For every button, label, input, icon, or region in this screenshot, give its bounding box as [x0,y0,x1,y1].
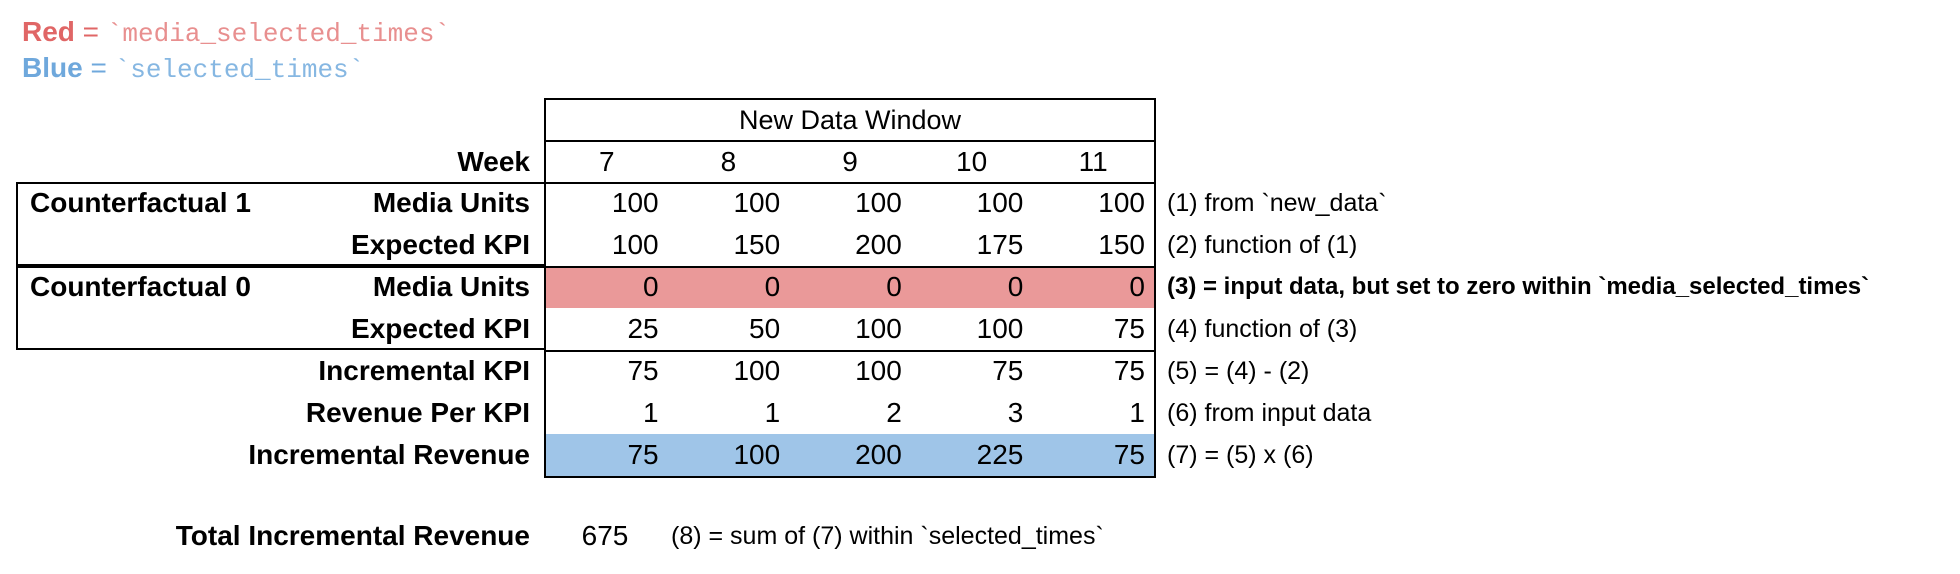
legend-red-code: `media_selected_times` [106,19,451,49]
week-number: 7 [599,146,615,177]
annotation-7: (7) = (5) x (6) [1167,441,1314,469]
table-header-new-data-window: New Data Window [544,98,1156,142]
counterfactual-1-label: Counterfactual 1 [30,187,251,218]
row-label-expected-kpi-cf0: Expected KPI [351,313,530,344]
annotation-6: (6) from input data [1167,399,1372,427]
week-row-right-border [1154,142,1156,182]
row-label-revenue-per-kpi: Revenue Per KPI [305,397,530,428]
table-cell: 75 [627,439,659,470]
table-row-incremental-kpi: 75 100 100 75 75 [546,350,1154,392]
week-number-row: 7 8 9 10 11 [546,142,1154,182]
table-row-expected-kpi-cf1: 100 150 200 175 150 [546,224,1154,266]
row-label-expected-kpi-cf1: Expected KPI [351,229,530,260]
annotation-4: (4) function of (3) [1167,315,1358,343]
table-cell: 150 [733,229,781,260]
table-cell: 200 [855,439,902,470]
selected-times-highlight [546,434,1154,476]
table-cell: 100 [855,355,902,386]
counterfactual-0-label: Counterfactual 0 [30,271,251,302]
annotation-5: (5) = (4) - (2) [1167,357,1310,385]
week-number: 8 [720,146,737,177]
table-cell: 1 [764,397,781,428]
week-number: 10 [956,146,988,177]
week-number: 11 [1078,146,1108,177]
table-cell: 0 [886,271,902,302]
row-label-media-units-cf1: Media Units [372,187,530,218]
table-cell: 100 [855,187,902,218]
table-row-incremental-revenue: 75 100 200 225 75 [546,434,1154,476]
table-cell: 2 [886,397,902,428]
legend-red-equals: = [74,16,107,47]
table-cell: 100 [733,439,781,470]
annotation-8: (8) = sum of (7) within `selected_times` [671,522,1104,550]
row-label-media-units-cf0: Media Units [372,271,530,302]
media-selected-times-highlight [546,268,1154,308]
table-cell: 200 [855,229,902,260]
table-cell: 1 [1129,397,1145,428]
annotation-3: (3) = input data, but set to zero within… [1167,273,1870,300]
total-incremental-revenue-value: 675 [581,520,629,551]
table-cell: 100 [733,187,781,218]
total-incremental-revenue-label: Total Incremental Revenue [175,520,530,551]
table-cell: 0 [1007,271,1024,302]
legend-blue-label: Blue [22,52,83,83]
table-cell: 0 [643,271,659,302]
legend-blue-code: `selected_times` [114,55,365,85]
table-cell: 25 [627,313,659,344]
table-cell: 75 [992,355,1024,386]
legend-red-line: Red = `media_selected_times` [22,14,450,50]
table-cell: 0 [1129,271,1145,302]
table-cell: 225 [976,439,1024,470]
table-cell: 75 [1113,355,1145,386]
separator-cf0-results [544,350,1156,352]
table-cell: 100 [976,313,1024,344]
table-cell: 100 [611,229,659,260]
separator-cf1-cf0 [544,266,1156,268]
legend-blue-line: Blue = `selected_times` [22,50,450,86]
table-row-expected-kpi-cf0: 25 50 100 100 75 [546,308,1154,350]
table-cell: 100 [733,355,781,386]
annotation-2: (2) function of (1) [1167,231,1358,259]
table-cell: 0 [764,271,781,302]
table-cell: 150 [1098,229,1145,260]
legend-blue-equals: = [82,52,115,83]
table-cell: 75 [1113,439,1145,470]
table-cell: 100 [855,313,902,344]
table-cell: 175 [976,229,1024,260]
table-cell: 100 [1098,187,1145,218]
week-row-label: Week [457,146,530,177]
week-row-left-border [544,142,546,182]
counterfactual-0-box [16,266,546,350]
table-cell: 100 [611,187,659,218]
counterfactual-1-box [16,182,546,266]
legend: Red = `media_selected_times` Blue = `sel… [22,14,450,86]
table-row-media-units-cf0: 0 0 0 0 0 [546,266,1154,308]
table-cell: 50 [749,313,781,344]
annotation-1: (1) from `new_data` [1167,189,1387,217]
table-cell: 100 [976,187,1024,218]
legend-red-label: Red [22,16,75,47]
table-cell: 1 [643,397,659,428]
row-label-incremental-revenue: Incremental Revenue [248,439,530,470]
table-row-revenue-per-kpi: 1 1 2 3 1 [546,392,1154,434]
table-cell: 3 [1007,397,1024,428]
row-label-incremental-kpi: Incremental KPI [318,355,530,386]
table-cell: 75 [627,355,659,386]
table-row-media-units-cf1: 100 100 100 100 100 [546,182,1154,224]
table-cell: 75 [1113,313,1145,344]
week-number: 9 [842,146,858,177]
